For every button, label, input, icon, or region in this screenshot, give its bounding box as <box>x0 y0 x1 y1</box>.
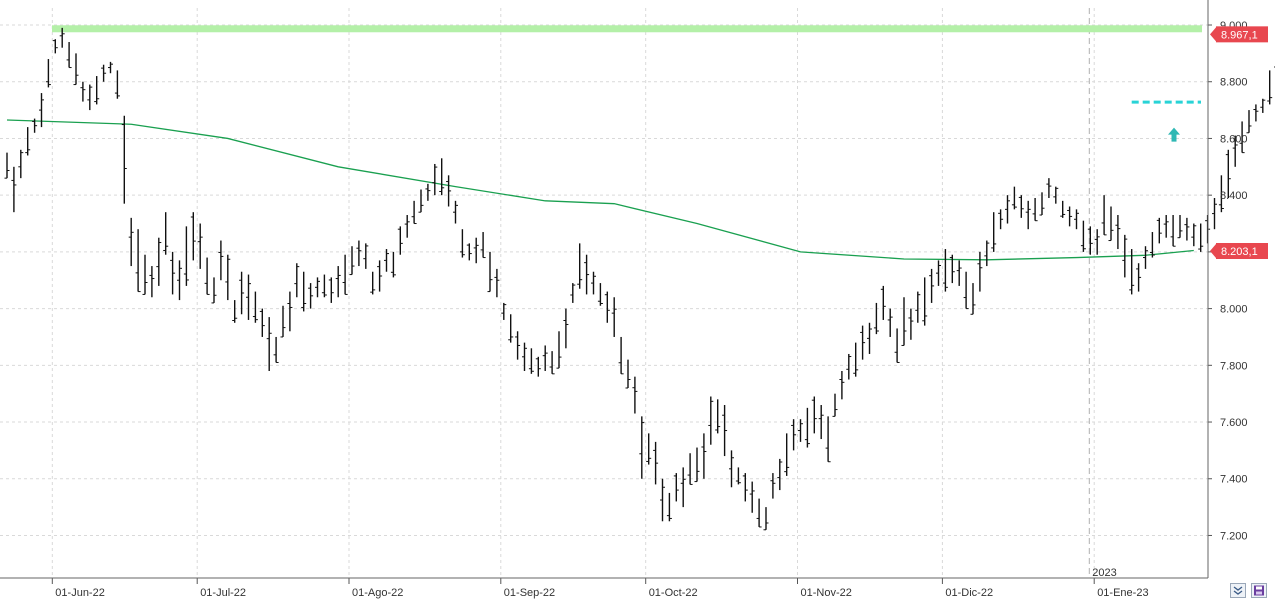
grid-lines <box>0 8 1208 578</box>
last-price-badge-box <box>1216 26 1268 43</box>
save-button[interactable] <box>1251 583 1267 598</box>
moving-average-badge-box <box>1216 243 1268 260</box>
double-chevron-down-icon <box>1233 586 1243 595</box>
moving-average-badge-pointer <box>1210 244 1216 259</box>
last-price-badge-text: 8.967,1 <box>1221 29 1258 41</box>
x-tick-label: 01-Dic-22 <box>945 587 993 599</box>
floppy-disk-icon <box>1254 585 1264 596</box>
x-tick-label: 01-Jul-22 <box>200 587 246 599</box>
y-tick-label: 7.200 <box>1220 530 1248 542</box>
up-arrow-icon <box>1168 127 1180 142</box>
resistance-band <box>52 25 1202 33</box>
x-tick-label: 01-Sep-22 <box>504 587 555 599</box>
x-tick-label: 01-Jun-22 <box>55 587 105 599</box>
resistance-band-rect <box>52 25 1202 33</box>
last-price-badge-pointer <box>1210 27 1216 42</box>
scroll-down-button[interactable] <box>1230 583 1246 598</box>
y-tick-label: 7.600 <box>1220 417 1248 429</box>
moving-average-line <box>6 119 1194 261</box>
y-tick-label: 8.000 <box>1220 304 1248 316</box>
moving-average-polyline <box>6 119 1194 261</box>
ohlc-bars <box>4 27 1275 531</box>
annotations <box>1131 100 1201 142</box>
y-tick-label: 8.800 <box>1220 77 1248 89</box>
x-tick-label: 01-Oct-22 <box>649 587 698 599</box>
y-tick-label: 8.600 <box>1220 133 1248 145</box>
x-tick-label: 01-Ene-23 <box>1097 587 1148 599</box>
x-tick-label: 01-Nov-22 <box>801 587 852 599</box>
y-tick-label: 7.400 <box>1220 474 1248 486</box>
y-tick-label: 9.000 <box>1220 20 1248 32</box>
x-tick-label: 01-Ago-22 <box>352 587 403 599</box>
year-marker-label: 2023 <box>1092 567 1116 579</box>
moving-average-badge-text: 8.203,1 <box>1221 246 1258 258</box>
y-tick-label: 8.400 <box>1220 190 1248 202</box>
y-tick-label: 7.800 <box>1220 360 1248 372</box>
